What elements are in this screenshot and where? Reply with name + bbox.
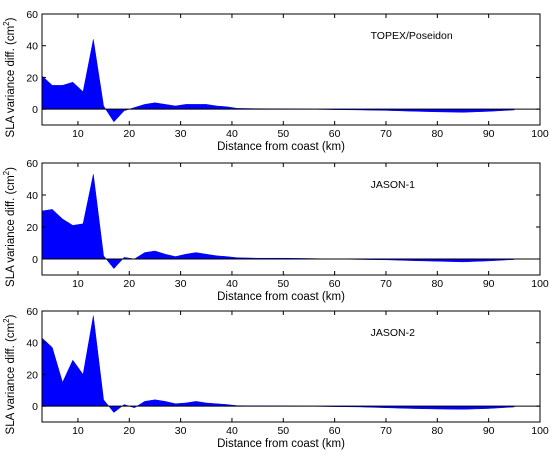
x-tick-label: 40: [226, 128, 238, 140]
x-tick-label: 10: [72, 128, 84, 140]
x-tick-label: 90: [483, 128, 495, 140]
x-tick-label: 40: [226, 425, 238, 437]
x-tick-label: 90: [483, 278, 495, 290]
x-tick-label: 10: [72, 278, 84, 290]
plot-frame: [41, 13, 541, 126]
x-tick-label: 20: [123, 278, 135, 290]
x-tick-label: 40: [226, 278, 238, 290]
x-tick-label: 60: [329, 128, 341, 140]
x-tick-label: 70: [380, 278, 392, 290]
x-tick-label: 80: [431, 128, 443, 140]
x-tick-label: 10: [72, 425, 84, 437]
y-axis-title: SLA variance diff. (cm2): [2, 17, 17, 137]
x-tick-label: 50: [277, 128, 289, 140]
plot-frame: [41, 310, 541, 423]
y-tick-label: 20: [26, 222, 38, 234]
x-tick-label: 50: [277, 425, 289, 437]
y-tick-label: 40: [26, 190, 38, 202]
x-axis-title: Distance from coast (km): [217, 438, 345, 450]
x-axis-title: Distance from coast (km): [217, 291, 345, 303]
x-tick-label: 100: [531, 278, 549, 290]
area-series: [41, 315, 515, 413]
x-tick-label: 100: [531, 128, 549, 140]
y-tick-label: 0: [32, 401, 38, 413]
y-axis-title: SLA variance diff. (cm2): [2, 314, 17, 434]
x-tick-label: 20: [123, 128, 135, 140]
y-tick-label: 40: [26, 338, 38, 350]
x-tick-label: 30: [175, 425, 187, 437]
y-tick-label: 0: [32, 104, 38, 116]
y-tick-label: 0: [32, 254, 38, 266]
x-axis-title: Distance from coast (km): [217, 141, 345, 153]
panel-label: JASON-2: [371, 327, 416, 339]
x-tick-label: 60: [329, 278, 341, 290]
x-tick-label: 80: [431, 425, 443, 437]
y-tick-label: 40: [26, 41, 38, 53]
x-tick-label: 80: [431, 278, 443, 290]
area-series: [41, 174, 515, 269]
panel-label: JASON-1: [371, 179, 416, 191]
panel-label: TOPEX/Poseidon: [371, 30, 453, 42]
x-tick-label: 70: [380, 128, 392, 140]
x-tick-label: 20: [123, 425, 135, 437]
y-tick-label: 20: [26, 369, 38, 381]
x-tick-label: 30: [175, 278, 187, 290]
x-tick-label: 70: [380, 425, 392, 437]
area-series: [41, 39, 515, 123]
plot-frame: [41, 162, 541, 276]
x-tick-label: 60: [329, 425, 341, 437]
y-tick-label: 60: [26, 306, 38, 318]
x-tick-label: 100: [531, 425, 549, 437]
x-tick-label: 30: [175, 128, 187, 140]
y-tick-label: 20: [26, 72, 38, 84]
y-tick-label: 60: [26, 9, 38, 21]
x-tick-label: 90: [483, 425, 495, 437]
y-axis-title: SLA variance diff. (cm2): [2, 167, 17, 287]
x-tick-label: 50: [277, 278, 289, 290]
y-tick-label: 60: [26, 158, 38, 170]
